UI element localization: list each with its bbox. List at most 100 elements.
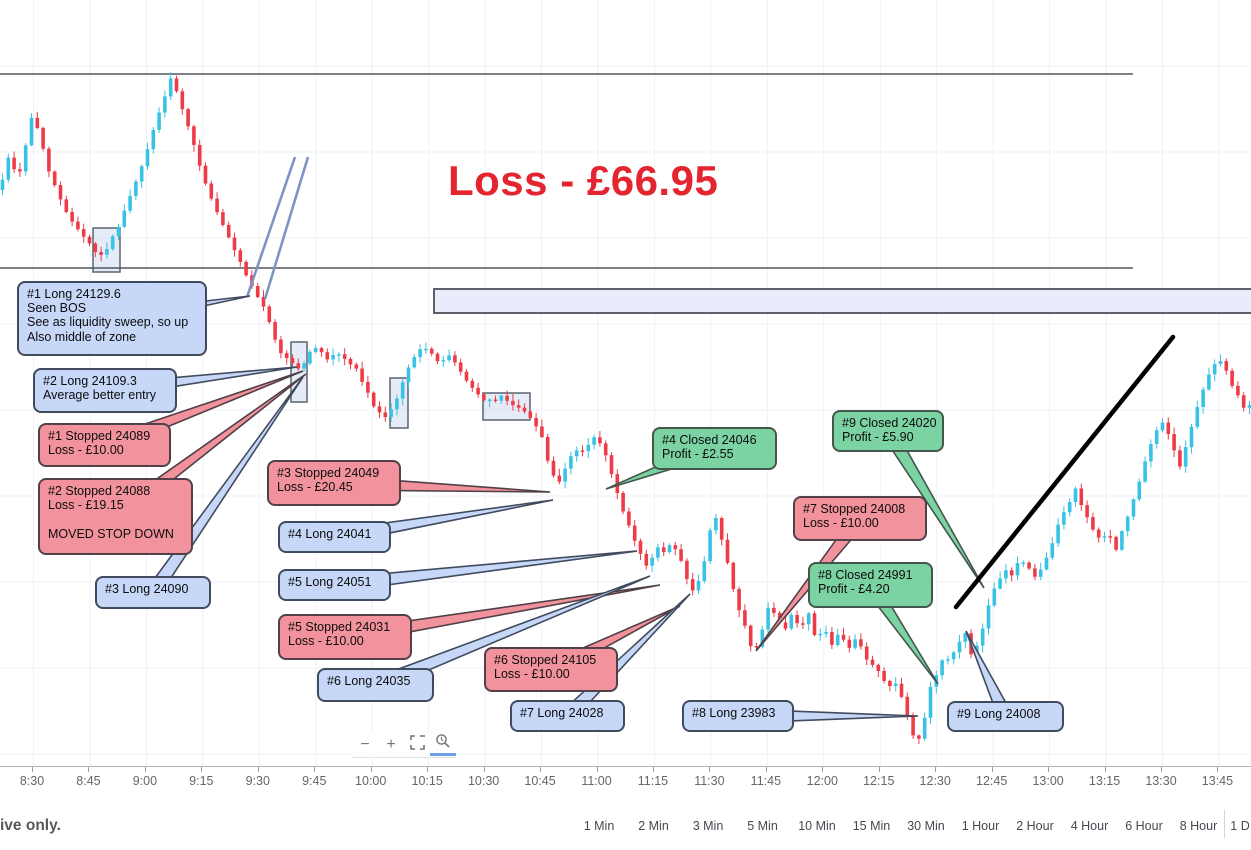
time-axis-tick [1161, 767, 1162, 772]
time-axis-label: 9:45 [302, 774, 327, 788]
callout-line: Loss - £10.00 [803, 516, 879, 531]
time-axis-label: 11:45 [750, 774, 782, 788]
price-level-lines[interactable] [0, 73, 1133, 269]
timeframe-button-5-min[interactable]: 5 Min [747, 819, 778, 833]
callout-4-long[interactable]: #4 Long 24041 [278, 521, 391, 553]
callout-line: #4 Closed 24046 [662, 433, 757, 447]
time-axis-tick [991, 767, 993, 772]
reset-zoom-button[interactable] [430, 733, 456, 756]
callout-line: #5 Long 24051 [288, 575, 372, 589]
fullscreen-icon [409, 734, 435, 755]
callout-5-long[interactable]: #5 Long 24051 [278, 569, 391, 601]
reset-zoom-icon [435, 733, 451, 754]
callout-line: Average better entry [43, 388, 157, 403]
time-axis-tick [709, 767, 711, 772]
time-axis-tick [1104, 767, 1106, 772]
timeframe-button-3-min[interactable]: 3 Min [692, 819, 724, 833]
timeframe-button-1-min[interactable]: 1 Min [583, 819, 615, 833]
timeframe-button-1-day-partial[interactable]: 1 D [1230, 819, 1250, 833]
callout-6-stopped[interactable]: #6 Stopped 24105 Loss - £10.00 [484, 647, 618, 692]
callout-4-closed[interactable]: #4 Closed 24046 Profit - £2.55 [652, 427, 777, 470]
timeframe-button-10-min[interactable]: 10 Min [798, 819, 836, 833]
callout-1-stopped[interactable]: #1 Stopped 24089 Loss - £10.00 [38, 423, 171, 467]
timeframe-button-30-min[interactable]: 30 Min [907, 819, 945, 833]
zoom-in-glyph: + [386, 735, 396, 753]
time-axis-label: 12:00 [806, 774, 838, 788]
callout-8-long[interactable]: #8 Long 23983 [682, 700, 794, 732]
entry-pointer-lines[interactable] [245, 156, 310, 300]
callout-line: Loss - £10.00 [288, 634, 364, 649]
time-axis-tick [201, 767, 203, 772]
zoom-in-button[interactable]: + [378, 733, 404, 756]
callout-line: #9 Long 24008 [957, 707, 1041, 721]
callout-line: #1 Long 24129.6 [27, 287, 121, 301]
time-axis-label: 9:15 [189, 774, 214, 788]
callout-line: See as liquidity sweep, so up [27, 315, 189, 330]
callout-7-stopped[interactable]: #7 Stopped 24008 Loss - £10.00 [793, 496, 927, 541]
callout-line: #3 Long 24090 [105, 582, 189, 596]
time-axis-label: 9:30 [245, 774, 270, 788]
zoom-out-button[interactable]: − [352, 733, 378, 756]
callout-line: Seen BOS [27, 301, 87, 316]
callout-line: #6 Stopped 24105 [494, 653, 597, 667]
callout-line: Also middle of zone [27, 329, 137, 344]
time-axis-tick [652, 767, 654, 772]
callout-line: MOVED STOP DOWN [48, 526, 174, 541]
callout-line: #3 Stopped 24049 [277, 466, 380, 480]
entry-zone-band[interactable] [433, 288, 1251, 314]
callout-2-stopped[interactable]: #2 Stopped 24088 Loss - £19.15 MOVED STOP… [38, 478, 193, 555]
time-axis-tick [878, 767, 880, 772]
callout-line: #5 Stopped 24031 [288, 620, 391, 634]
time-axis-label: 8:30 [19, 774, 45, 788]
callout-line: #2 Long 24109.3 [43, 374, 137, 388]
time-axis-tick [88, 767, 90, 772]
callout-line: #2 Stopped 24088 [48, 484, 151, 498]
time-axis-label: 13:15 [1088, 774, 1121, 788]
time-axis[interactable]: 8:30 8:45 9:00 9:15 9:30 9:45 10:00 10:15 10:30 1… [0, 766, 1251, 797]
time-axis-label: 11:00 [581, 774, 612, 788]
timeframe-button-4-hour[interactable]: 4 Hour [1070, 819, 1109, 833]
time-axis-label: 8:45 [76, 774, 101, 788]
time-axis-tick [596, 767, 598, 772]
callout-9-closed[interactable]: #9 Closed 24020 Profit - £5.90 [832, 410, 944, 452]
callout-line: Profit - £4.20 [818, 582, 890, 597]
price-chart [0, 0, 1251, 766]
time-axis-label: 13:30 [1145, 774, 1177, 788]
callout-1-long[interactable]: #1 Long 24129.6 Seen BOS See as liquidity … [17, 281, 207, 356]
callout-line: #7 Long 24028 [520, 706, 604, 720]
timeframe-button-2-hour[interactable]: 2 Hour [1016, 819, 1054, 833]
callout-line: Loss - £19.15 [48, 498, 124, 513]
timeframe-button-2-min[interactable]: 2 Min [638, 819, 669, 833]
timeframe-button-15-min[interactable]: 15 Min [852, 819, 891, 833]
callout-line: #6 Long 24035 [327, 674, 411, 688]
time-axis-tick [257, 767, 259, 772]
callout-line: Loss - £20.45 [277, 480, 353, 495]
time-axis-label: 10:45 [524, 774, 556, 788]
time-axis-tick [822, 767, 824, 772]
callout-3-long[interactable]: #3 Long 24090 [95, 576, 211, 609]
time-axis-tick [483, 767, 485, 772]
callout-6-long[interactable]: #6 Long 24035 [317, 668, 434, 702]
timeframe-button-6-hour[interactable]: 6 Hour [1125, 819, 1163, 833]
callout-5-stopped[interactable]: #5 Stopped 24031 Loss - £10.00 [278, 614, 412, 660]
trend-line[interactable] [953, 334, 1176, 610]
time-axis-tick [144, 767, 146, 772]
callout-3-stopped[interactable]: #3 Stopped 24049 Loss - £20.45 [267, 460, 401, 506]
time-axis-tick [935, 767, 937, 772]
fullscreen-button[interactable] [404, 733, 435, 756]
time-axis-tick [370, 767, 372, 772]
pnl-summary-text[interactable]: Loss - £66.95 [448, 157, 719, 204]
callout-line: #8 Closed 24991 [818, 568, 913, 582]
callout-7-long[interactable]: #7 Long 24028 [510, 700, 625, 732]
callout-9-long[interactable]: #9 Long 24008 [947, 701, 1064, 732]
time-axis-tick [32, 767, 33, 772]
callout-2-long[interactable]: #2 Long 24109.3 Average better entry [33, 368, 177, 413]
timeframe-button-8-hour[interactable]: 8 Hour [1179, 819, 1218, 833]
callout-8-closed[interactable]: #8 Closed 24991 Profit - £4.20 [808, 562, 933, 608]
time-axis-label: 11:15 [637, 774, 669, 788]
timeframe-button-1-hour[interactable]: 1 Hour [961, 819, 1000, 833]
callout-line: Profit - £5.90 [842, 430, 914, 445]
timeframe-divider [1224, 810, 1225, 838]
callout-line: #9 Closed 24020 [842, 416, 937, 430]
